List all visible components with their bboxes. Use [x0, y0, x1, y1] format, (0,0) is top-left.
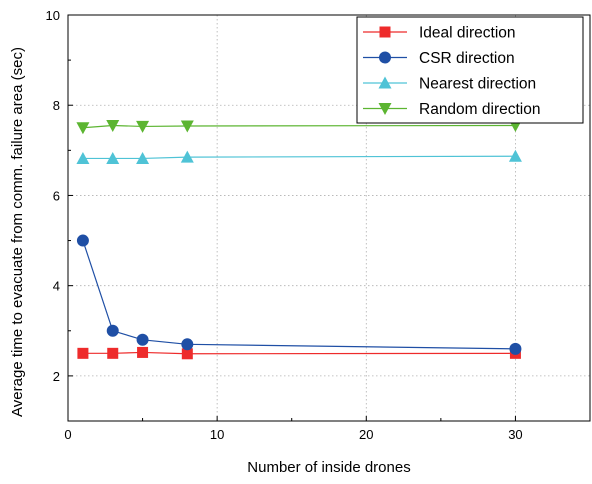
data-point — [106, 324, 119, 337]
data-point — [136, 120, 150, 133]
data-point — [180, 150, 194, 163]
legend-entry: CSR direction — [363, 50, 515, 67]
data-point — [180, 120, 194, 133]
data-point — [136, 333, 149, 346]
x-tick-label: 0 — [64, 427, 71, 442]
x-tick-label: 30 — [508, 427, 522, 442]
x-tick-label: 10 — [210, 427, 224, 442]
series-line — [82, 124, 516, 129]
data-point — [76, 151, 90, 164]
legend-marker — [379, 26, 391, 38]
data-point — [509, 342, 522, 355]
data-point — [136, 151, 150, 164]
legend-marker — [378, 76, 392, 89]
y-tick-label: 6 — [53, 188, 60, 203]
legend-entry: Nearest direction — [363, 76, 536, 93]
x-tick-label: 20 — [359, 427, 373, 442]
y-tick-label: 2 — [53, 369, 60, 384]
data-point — [77, 347, 89, 359]
legend: Ideal direction CSR direction Nearest dire… — [356, 16, 584, 124]
data-point — [76, 122, 90, 135]
series-circle — [76, 234, 522, 355]
plot-frame — [67, 14, 591, 422]
axis-ticks: 0 10 20 30 2 4 6 8 10 — [46, 8, 523, 442]
legend-marker — [379, 51, 391, 64]
y-axis-title: Average time to evacuate from comm. fail… — [9, 47, 26, 417]
grid — [68, 15, 590, 421]
legend-label: Ideal direction — [419, 25, 516, 42]
series-line — [82, 240, 516, 350]
data-point — [76, 234, 89, 247]
data-point — [107, 347, 119, 359]
data-point — [106, 151, 120, 164]
legend-entry: Random direction — [363, 101, 540, 118]
legend-label: Random direction — [419, 101, 540, 118]
data-point — [106, 120, 120, 133]
y-tick-label: 4 — [53, 279, 60, 294]
data-point — [181, 338, 194, 351]
y-tick-label: 8 — [53, 98, 60, 113]
series-line — [82, 155, 516, 160]
plot-series — [76, 120, 522, 360]
legend-box — [356, 16, 584, 124]
data-point — [137, 346, 149, 358]
data-point — [181, 348, 193, 360]
legend-label: CSR direction — [419, 50, 515, 67]
legend-label: Nearest direction — [419, 76, 536, 93]
legend-marker — [378, 103, 392, 115]
series-square — [77, 346, 521, 360]
data-point — [508, 149, 522, 162]
x-axis-title: Number of inside drones — [247, 459, 410, 476]
y-tick-label: 10 — [46, 8, 60, 23]
series-triangle-up — [76, 149, 522, 164]
legend-entry: Ideal direction — [363, 25, 516, 42]
